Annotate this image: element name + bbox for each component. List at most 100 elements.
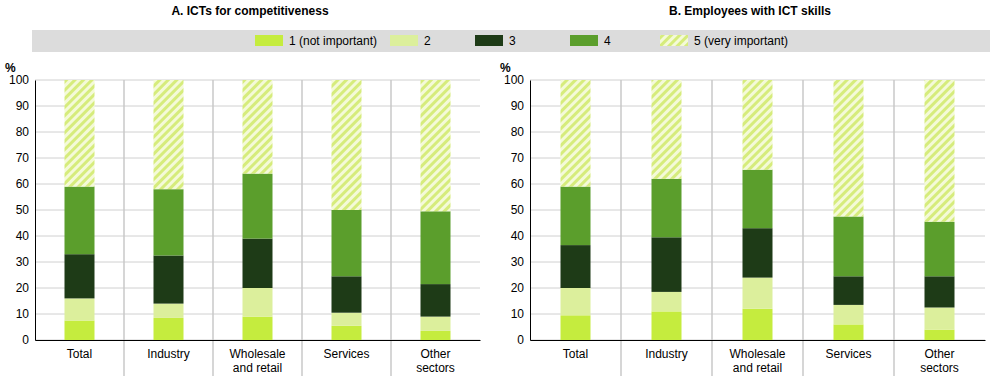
- bar-segment: [652, 179, 682, 238]
- tick: 100: [504, 73, 530, 87]
- category-label: Industry: [645, 347, 688, 361]
- bar-segment: [421, 211, 451, 284]
- bar-segment: [332, 210, 362, 276]
- bar-segment: [652, 237, 682, 292]
- tick: 0: [517, 333, 530, 347]
- bar-segment: [243, 288, 273, 317]
- bar-segment: [561, 187, 591, 246]
- panel: A. ICTs for competitiveness%010203040506…: [5, 4, 481, 376]
- tick-label: 90: [16, 99, 30, 113]
- tick-label: 0: [517, 333, 524, 347]
- legend-label: 3: [509, 34, 516, 48]
- category-label: Othersectors: [416, 347, 455, 375]
- bars: [65, 80, 451, 340]
- tick-label: 60: [16, 177, 30, 191]
- category-separator: [620, 80, 622, 376]
- bar-segment: [652, 80, 682, 179]
- category-label: Services: [825, 347, 871, 361]
- legend-swatch: [390, 35, 418, 46]
- tick: 80: [16, 125, 35, 139]
- category-separator: [893, 80, 895, 376]
- bar-segment: [332, 276, 362, 312]
- x-axis: [531, 340, 986, 341]
- tick-label: 80: [16, 125, 30, 139]
- bar-segment: [834, 305, 864, 325]
- bar-segment: [332, 313, 362, 326]
- tick-label: 20: [511, 281, 525, 295]
- tick-label: 10: [16, 307, 30, 321]
- tick: 40: [16, 229, 35, 243]
- tick-label: 50: [16, 203, 30, 217]
- category-separator: [123, 80, 125, 376]
- category-label: Wholesaleand retail: [229, 347, 285, 375]
- bar-segment: [834, 80, 864, 217]
- bar-segment: [561, 245, 591, 288]
- bar-segment: [154, 80, 184, 189]
- bar-segment: [243, 317, 273, 340]
- bar-segment: [561, 80, 591, 187]
- y-axis: 0 10 20 30 40 50 60 70 80 90 100: [9, 73, 36, 347]
- category-label: Othersectors: [920, 347, 959, 375]
- bar-segment: [743, 80, 773, 170]
- tick-label: 70: [511, 151, 525, 165]
- category-separator: [212, 80, 214, 376]
- bar-segment: [154, 318, 184, 340]
- chart-title: A. ICTs for competitiveness: [171, 4, 328, 18]
- bar-segment: [243, 239, 273, 288]
- bar-segment: [65, 80, 95, 187]
- bar-segment: [834, 324, 864, 340]
- legend-band: [32, 30, 990, 52]
- bars: [561, 80, 955, 340]
- y-axis: 0102030405060708090100: [504, 73, 531, 347]
- legend-label: 1 (not important): [289, 34, 377, 48]
- legend-swatch: [660, 35, 688, 46]
- bar-segment: [925, 222, 955, 277]
- tick-label: 40: [16, 229, 30, 243]
- tick: 90: [16, 99, 35, 113]
- bar-segment: [332, 80, 362, 210]
- legend-label: 4: [604, 34, 611, 48]
- tick-label: 100: [504, 73, 524, 87]
- bar-segment: [743, 278, 773, 309]
- tick-label: 20: [16, 281, 30, 295]
- legend-label: 5 (very important): [694, 34, 788, 48]
- bar-segment: [65, 321, 95, 341]
- tick: 40: [511, 229, 530, 243]
- tick-label: 70: [16, 151, 30, 165]
- legend: 1 (not important)2345 (very important): [32, 30, 990, 52]
- bar-segment: [743, 170, 773, 229]
- tick: 100: [9, 73, 35, 87]
- tick: 80: [511, 125, 530, 139]
- tick-label: 0: [22, 333, 29, 347]
- tick-label: 40: [511, 229, 525, 243]
- tick: 70: [16, 151, 35, 165]
- bar-segment: [243, 174, 273, 239]
- category-separator: [711, 80, 713, 376]
- tick: 20: [511, 281, 530, 295]
- bar-segment: [743, 309, 773, 340]
- tick: 10: [16, 307, 35, 321]
- bar-segment: [154, 189, 184, 255]
- bar-segment: [332, 326, 362, 340]
- bar-segment: [925, 330, 955, 340]
- bar-segment: [652, 292, 682, 312]
- category-separator: [301, 80, 303, 376]
- legend-swatch: [475, 35, 503, 46]
- bar-segment: [65, 298, 95, 320]
- tick: 30: [511, 255, 530, 269]
- axis-line: [36, 340, 481, 341]
- bar-segment: [154, 304, 184, 318]
- axis-line: [531, 340, 986, 341]
- bar-segment: [925, 80, 955, 222]
- category-label: Services: [323, 347, 369, 361]
- tick-label: 80: [511, 125, 525, 139]
- bar-segment: [421, 331, 451, 340]
- bar-segment: [65, 254, 95, 298]
- category-separator: [390, 80, 392, 376]
- bar-segment: [421, 317, 451, 331]
- bar-segment: [65, 187, 95, 255]
- bar-segment: [834, 217, 864, 277]
- chart-root: 1 (not important)2345 (very important)A.…: [0, 0, 1000, 382]
- tick: 30: [16, 255, 35, 269]
- tick: 10: [511, 307, 530, 321]
